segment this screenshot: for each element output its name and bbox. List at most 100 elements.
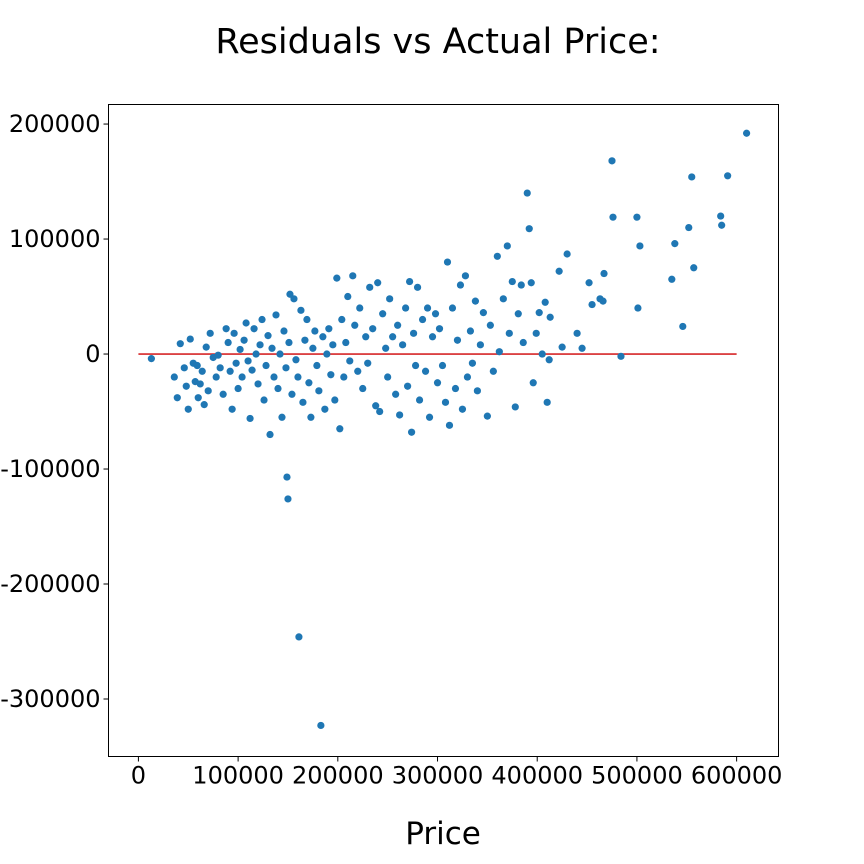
data-point — [369, 325, 377, 333]
data-point — [546, 313, 554, 321]
data-point — [295, 633, 303, 641]
data-point — [396, 411, 404, 419]
data-point — [364, 359, 372, 367]
data-point — [329, 341, 337, 349]
data-point — [679, 322, 687, 331]
data-point — [466, 327, 475, 335]
data-point — [418, 315, 427, 324]
data-point — [288, 390, 296, 398]
y-tick-label: -100000 — [0, 455, 100, 483]
data-point — [216, 364, 224, 372]
data-point — [313, 361, 321, 370]
data-point — [242, 319, 250, 327]
data-point — [541, 298, 549, 306]
data-point — [374, 279, 382, 287]
data-point — [413, 283, 422, 291]
data-point — [394, 321, 402, 329]
y-tick-label: -200000 — [0, 570, 100, 598]
data-point — [196, 380, 204, 388]
y-tick-label: 200000 — [9, 110, 101, 138]
data-point — [305, 379, 313, 387]
x-tick-label: 500000 — [591, 762, 683, 790]
data-point — [578, 344, 586, 352]
data-point — [301, 336, 309, 344]
data-point — [599, 297, 607, 305]
data-point — [668, 275, 676, 283]
data-point — [321, 405, 329, 413]
data-point — [486, 321, 494, 329]
data-point — [234, 384, 242, 393]
data-point — [294, 373, 302, 381]
data-point — [423, 304, 432, 312]
data-point — [742, 129, 751, 137]
data-point — [232, 359, 240, 367]
data-point — [202, 343, 210, 351]
data-point — [402, 304, 410, 312]
plot-frame — [108, 104, 779, 757]
data-point — [588, 300, 596, 309]
data-point — [471, 297, 480, 305]
data-point — [448, 304, 457, 312]
data-point — [421, 367, 430, 375]
data-point — [636, 242, 644, 250]
data-point — [266, 430, 274, 439]
data-point — [315, 387, 323, 395]
data-point — [200, 401, 208, 409]
data-point — [226, 367, 234, 375]
data-point — [718, 221, 726, 229]
data-point — [283, 473, 291, 481]
data-point — [264, 332, 272, 340]
data-point — [441, 398, 450, 406]
data-point — [340, 373, 348, 381]
data-point — [238, 373, 246, 381]
data-point — [384, 373, 392, 381]
data-point — [344, 292, 352, 301]
x-tick-label: 200000 — [292, 762, 384, 790]
data-point — [532, 329, 540, 337]
data-point — [435, 325, 444, 333]
data-point — [193, 361, 201, 370]
data-point — [270, 373, 278, 381]
data-point — [545, 356, 553, 364]
x-axis-label: Price — [405, 816, 481, 852]
data-point — [230, 329, 238, 337]
data-point — [633, 213, 641, 221]
data-point — [319, 333, 327, 341]
y-tick-label: 100000 — [9, 225, 101, 253]
data-point — [493, 252, 501, 260]
data-point — [463, 373, 472, 381]
x-tick-label: 300000 — [392, 762, 484, 790]
data-point — [206, 329, 214, 337]
data-point — [268, 344, 276, 352]
data-point — [399, 341, 407, 349]
data-point — [274, 384, 282, 393]
data-point — [299, 398, 307, 406]
data-point — [327, 371, 335, 379]
data-point — [379, 310, 387, 318]
data-point — [473, 387, 481, 395]
data-point — [483, 412, 491, 420]
data-point — [685, 223, 693, 232]
data-point — [671, 240, 679, 248]
data-point — [563, 250, 571, 258]
data-point — [392, 390, 400, 398]
data-point — [184, 405, 192, 413]
data-point — [359, 384, 367, 393]
data-point — [382, 344, 390, 352]
data-point — [342, 338, 350, 347]
data-point — [514, 310, 522, 318]
data-point — [284, 495, 292, 503]
data-point — [508, 277, 516, 286]
data-point — [617, 352, 625, 360]
data-point — [248, 366, 256, 374]
data-point — [323, 350, 331, 358]
data-point — [476, 341, 484, 349]
data-point — [555, 267, 563, 275]
data-point — [325, 325, 333, 333]
data-point — [224, 338, 232, 347]
data-point — [147, 355, 155, 363]
data-point — [458, 405, 467, 413]
data-point — [186, 335, 194, 343]
data-point — [362, 333, 370, 341]
